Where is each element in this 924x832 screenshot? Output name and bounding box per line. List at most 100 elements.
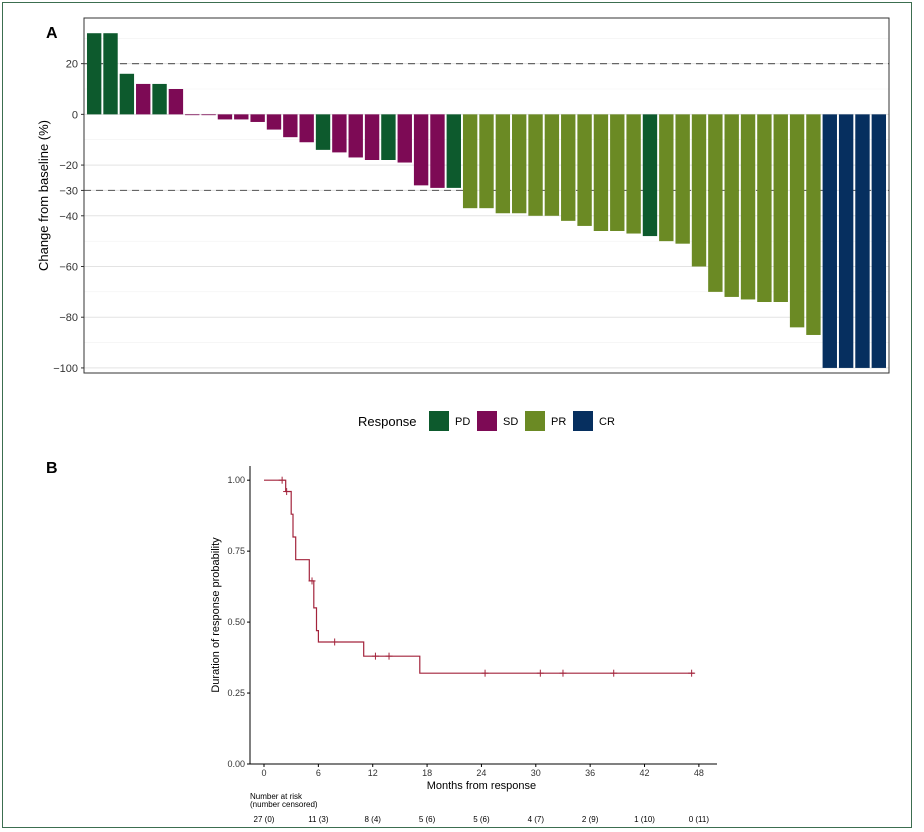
km-x-tick-label: 12 [368, 768, 378, 778]
waterfall-y-tick-label: −30 [59, 185, 78, 197]
waterfall-bars [86, 33, 887, 368]
km-x-tick-label: 30 [531, 768, 541, 778]
risk-table-cell: 8 (4) [364, 815, 381, 824]
waterfall-bar [806, 114, 821, 335]
waterfall-y-tick-label: −100 [53, 363, 78, 375]
waterfall-bar [217, 114, 233, 120]
waterfall-bar [642, 114, 658, 237]
km-y-axis-title: Duration of response probability [210, 537, 222, 693]
risk-table-cell: 11 (3) [308, 815, 329, 824]
waterfall-bar [528, 114, 543, 216]
risk-table-cell: 2 (9) [582, 815, 599, 824]
waterfall-chart: 20 0 −20 −30 −40 −60 −80 −100 Change from basel… [36, 17, 890, 375]
waterfall-bar [561, 114, 576, 221]
waterfall-bar [479, 114, 494, 209]
waterfall-legend: Response PD SD PR CR [358, 411, 615, 431]
waterfall-bar [659, 114, 674, 242]
km-x-tick-label: 36 [585, 768, 595, 778]
waterfall-bar [283, 114, 298, 138]
waterfall-bar [724, 114, 739, 297]
waterfall-bar [430, 114, 445, 188]
risk-table-cell: 4 (7) [528, 815, 545, 824]
waterfall-bar [740, 114, 756, 300]
km-censor-mark [610, 669, 618, 677]
waterfall-bar [364, 114, 380, 160]
waterfall-bar [610, 114, 625, 231]
km-survival-curve [264, 479, 695, 674]
waterfall-bar [332, 114, 347, 153]
km-axes: 0.00 0.25 0.50 0.75 1.00 0 6 12 18 24 30 36 42 48 [227, 466, 717, 778]
waterfall-bar [152, 83, 167, 115]
waterfall-bar [691, 114, 707, 267]
waterfall-bar [577, 114, 592, 226]
waterfall-bar [446, 114, 461, 188]
km-x-tick-label: 6 [316, 768, 321, 778]
km-y-tick-label: 0.50 [227, 617, 245, 627]
waterfall-bar [250, 114, 265, 122]
waterfall-y-tick-label: −80 [59, 312, 78, 324]
km-censor-mark [371, 652, 379, 660]
risk-table: Number at risk (number censored) 27 (0) 1… [250, 792, 709, 824]
panel-a-label: A [46, 25, 58, 42]
waterfall-bar [397, 114, 412, 163]
waterfall-bar [822, 114, 837, 368]
waterfall-bar [757, 114, 772, 302]
waterfall-bar [708, 114, 723, 292]
waterfall-bar [626, 114, 641, 234]
waterfall-y-tick-label: −40 [59, 211, 78, 223]
waterfall-y-tick-label: −20 [59, 160, 78, 172]
waterfall-bar [119, 73, 135, 115]
km-censor-mark [278, 476, 286, 484]
legend-label-pd: PD [455, 416, 470, 428]
waterfall-bar [593, 114, 609, 231]
risk-table-cell: 1 (10) [634, 815, 655, 824]
km-censor-marks [278, 476, 696, 677]
waterfall-y-tick-label: 0 [72, 109, 78, 121]
figure-frame [2, 2, 912, 828]
km-censor-mark [688, 669, 696, 677]
km-censor-mark [559, 669, 567, 677]
waterfall-bar [855, 114, 870, 368]
km-y-tick-label: 0.75 [227, 546, 245, 556]
legend-label-sd: SD [503, 416, 518, 428]
waterfall-bar [136, 83, 151, 115]
waterfall-bar [299, 114, 314, 143]
km-x-tick-label: 18 [422, 768, 432, 778]
km-censor-mark [385, 652, 393, 660]
legend-label-pr: PR [551, 416, 566, 428]
risk-table-cell: 0 (11) [689, 815, 710, 824]
km-censor-mark [481, 669, 489, 677]
waterfall-bar [185, 114, 200, 116]
waterfall-bar [315, 114, 331, 150]
waterfall-plot-border [83, 17, 890, 374]
risk-table-cell: 5 (6) [473, 815, 490, 824]
km-x-tick-label: 0 [261, 768, 266, 778]
km-y-tick-label: 1.00 [227, 475, 245, 485]
legend-swatch-sd [477, 411, 497, 431]
legend-title: Response [358, 414, 417, 429]
risk-table-cell: 27 (0) [254, 815, 275, 824]
waterfall-bar [544, 114, 560, 216]
km-x-axis-title: Months from response [427, 780, 536, 792]
km-censor-mark [331, 638, 339, 646]
waterfall-bar [266, 114, 282, 130]
waterfall-y-tick-label: 20 [66, 59, 78, 71]
panel-b-label: B [46, 460, 58, 477]
km-y-tick-label: 0.25 [227, 688, 245, 698]
waterfall-bar [871, 114, 887, 368]
waterfall-bar [413, 114, 429, 186]
km-chart: 0.00 0.25 0.50 0.75 1.00 0 6 12 18 24 30 36 42 48 Mon… [210, 466, 717, 792]
risk-table-title-line1: Number at risk [250, 792, 303, 801]
km-x-tick-label: 24 [476, 768, 486, 778]
waterfall-bar [348, 114, 363, 158]
waterfall-bar [86, 33, 102, 115]
km-censor-mark [536, 669, 544, 677]
km-x-tick-label: 42 [640, 768, 650, 778]
waterfall-bar [168, 89, 184, 115]
km-censor-mark [283, 488, 291, 496]
waterfall-bar [234, 114, 249, 120]
waterfall-bar [495, 114, 511, 214]
risk-table-cell: 5 (6) [419, 815, 436, 824]
legend-swatch-cr [573, 411, 593, 431]
